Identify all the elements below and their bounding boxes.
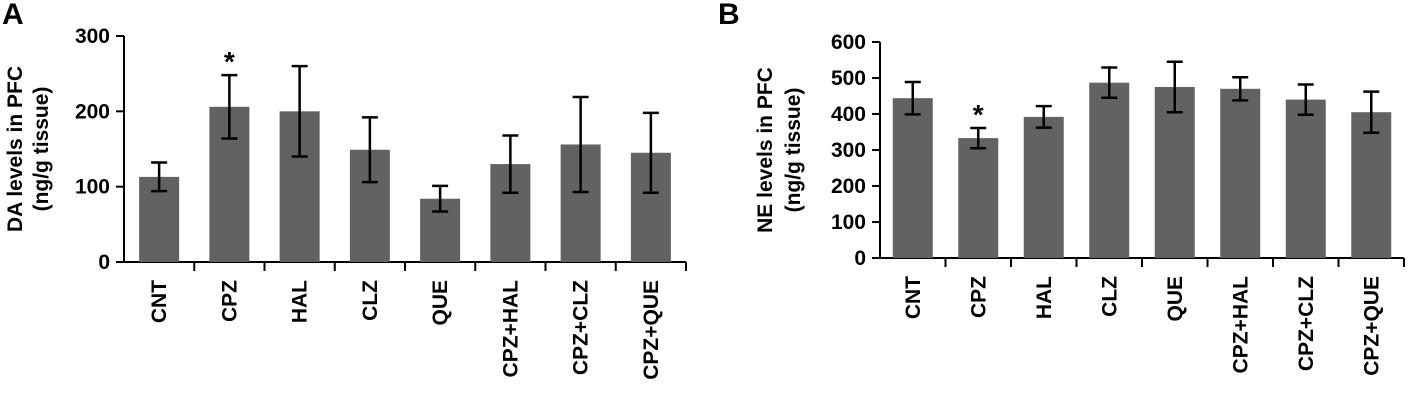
panel-a-y-tick-label: 100	[75, 176, 110, 199]
panel-b-y-tick-label: 600	[831, 31, 866, 54]
panel-a-y-tick-label: 0	[98, 251, 110, 274]
panel-b-bar-hal	[1023, 116, 1064, 258]
panel-b-category-label: CPZ	[967, 276, 990, 318]
panel-b-y-axis-label: NE levels in PFC	[754, 67, 777, 233]
panel-a-category-label: CPZ+HAL	[499, 280, 522, 378]
panel-a-y-tick-label: 300	[75, 25, 110, 48]
panel-b-category-label: CPZ+HAL	[1229, 276, 1252, 374]
panel-a-significance-star: *	[224, 46, 235, 77]
panel-b-y-tick-label: 300	[831, 139, 866, 162]
panel-b-bar-cpz-plus-clz	[1285, 99, 1326, 258]
panel-b-bar-que	[1154, 87, 1195, 258]
panel-b-y-tick-label: 100	[831, 211, 866, 234]
panel-b-bar-clz	[1089, 82, 1130, 259]
panel-b-bar-cpz-plus-que	[1351, 112, 1392, 258]
panel-b-category-label: QUE	[1164, 276, 1187, 322]
panel-b-chart: B NE levels in PFC (ng/g tissue) 0 100 200 30…	[718, 0, 1405, 376]
panel-b-y-tick-label: 0	[854, 247, 866, 270]
panel-a-chart: A DA levels in PFC (ng/g tissue) 0 100 200 30…	[2, 0, 687, 380]
panel-b-bar-cpz-plus-hal	[1220, 88, 1261, 258]
panel-a-y-tick-label: 200	[75, 100, 110, 123]
panel-a-category-label: CPZ+CLZ	[570, 280, 593, 375]
panel-a-category-label: CPZ	[218, 280, 241, 322]
panel-b-category-label: CPZ+CLZ	[1295, 276, 1318, 371]
panel-b-letter: B	[718, 0, 740, 31]
panel-b-significance-star: *	[973, 99, 984, 130]
panel-b-y-tick-label: 400	[831, 103, 866, 126]
panel-a-category-label: HAL	[289, 280, 312, 323]
panel-a-category-label: CLZ	[359, 280, 382, 321]
panel-b-y-tick-label: 200	[831, 175, 866, 198]
panel-b-bar-cnt	[892, 98, 933, 258]
panel-b-category-label: CNT	[902, 276, 925, 319]
panel-a-y-axis-label: DA levels in PFC	[4, 66, 27, 232]
panel-b-bar-cpz	[958, 138, 999, 258]
panel-a-category-label: CNT	[148, 280, 171, 323]
panel-b-y-axis-unit: (ng/g tissue)	[782, 88, 805, 213]
panel-a-category-label: CPZ+QUE	[640, 280, 663, 380]
panel-b-category-label: CLZ	[1098, 276, 1121, 317]
panel-b-category-label: HAL	[1033, 276, 1056, 319]
panel-a-letter: A	[2, 0, 24, 31]
panel-b-category-label: CPZ+QUE	[1360, 276, 1383, 376]
panel-a-y-axis-unit: (ng/g tissue)	[30, 87, 53, 212]
panel-a-category-label: QUE	[429, 280, 452, 326]
panel-b-y-tick-label: 500	[831, 67, 866, 90]
